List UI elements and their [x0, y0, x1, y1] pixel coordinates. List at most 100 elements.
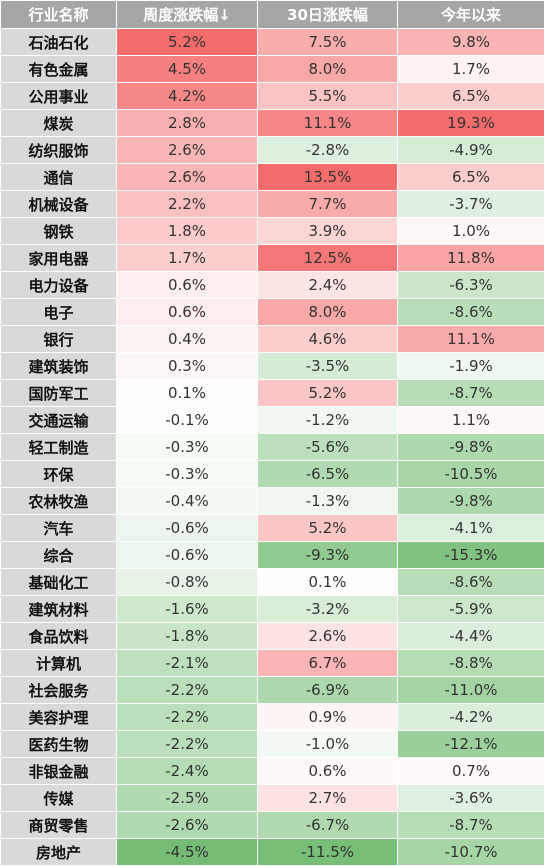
table-row: 房地产-4.5%-11.5%-10.7% — [1, 839, 544, 866]
weekly-change-cell: 4.5% — [117, 56, 258, 83]
weekly-change-cell: 2.6% — [117, 137, 258, 164]
weekly-change-cell: -2.1% — [117, 650, 258, 677]
30day-change-cell: 0.9% — [258, 704, 398, 731]
header-row: 行业名称 周度涨跌幅↓ 30日涨跌幅 今年以来 — [1, 1, 544, 29]
table-row: 医药生物-2.2%-1.0%-12.1% — [1, 731, 544, 758]
30day-change-cell: -9.3% — [258, 542, 398, 569]
30day-change-cell: 2.6% — [258, 623, 398, 650]
weekly-change-cell: 0.1% — [117, 380, 258, 407]
30day-change-cell: 2.7% — [258, 785, 398, 812]
industry-name-cell: 电力设备 — [1, 272, 117, 299]
weekly-change-cell: -2.4% — [117, 758, 258, 785]
ytd-change-cell: -8.6% — [398, 569, 544, 596]
weekly-change-cell: -0.3% — [117, 461, 258, 488]
30day-change-cell: -3.2% — [258, 596, 398, 623]
table-row: 汽车-0.6%5.2%-4.1% — [1, 515, 544, 542]
ytd-change-cell: 1.7% — [398, 56, 544, 83]
table-row: 环保-0.3%-6.5%-10.5% — [1, 461, 544, 488]
weekly-change-cell: -2.6% — [117, 812, 258, 839]
industry-name-cell: 钢铁 — [1, 218, 117, 245]
weekly-change-cell: -2.5% — [117, 785, 258, 812]
weekly-change-cell: -0.6% — [117, 515, 258, 542]
industry-name-cell: 计算机 — [1, 650, 117, 677]
30day-change-cell: 13.5% — [258, 164, 398, 191]
table-row: 商贸零售-2.6%-6.7%-8.7% — [1, 812, 544, 839]
30day-change-cell: -11.5% — [258, 839, 398, 866]
30day-change-cell: -6.5% — [258, 461, 398, 488]
ytd-change-cell: -9.8% — [398, 488, 544, 515]
30day-change-cell: 0.6% — [258, 758, 398, 785]
industry-name-cell: 美容护理 — [1, 704, 117, 731]
ytd-change-cell: -8.7% — [398, 380, 544, 407]
table-row: 轻工制造-0.3%-5.6%-9.8% — [1, 434, 544, 461]
table-row: 建筑材料-1.6%-3.2%-5.9% — [1, 596, 544, 623]
table-row: 非银金融-2.4%0.6%0.7% — [1, 758, 544, 785]
30day-change-cell: -1.2% — [258, 407, 398, 434]
30day-change-cell: -6.9% — [258, 677, 398, 704]
table-row: 基础化工-0.8%0.1%-8.6% — [1, 569, 544, 596]
industry-name-cell: 电子 — [1, 299, 117, 326]
ytd-change-cell: -12.1% — [398, 731, 544, 758]
weekly-change-cell: -0.1% — [117, 407, 258, 434]
30day-change-cell: -3.5% — [258, 353, 398, 380]
industry-name-cell: 家用电器 — [1, 245, 117, 272]
30day-change-cell: 6.7% — [258, 650, 398, 677]
industry-name-cell: 社会服务 — [1, 677, 117, 704]
ytd-change-cell: -3.7% — [398, 191, 544, 218]
30day-change-cell: 3.9% — [258, 218, 398, 245]
ytd-change-cell: -5.9% — [398, 596, 544, 623]
industry-name-cell: 建筑材料 — [1, 596, 117, 623]
30day-change-cell: 8.0% — [258, 299, 398, 326]
ytd-change-cell: 19.3% — [398, 110, 544, 137]
30day-change-cell: 2.4% — [258, 272, 398, 299]
30day-change-cell: 7.7% — [258, 191, 398, 218]
industry-name-cell: 通信 — [1, 164, 117, 191]
table-row: 社会服务-2.2%-6.9%-11.0% — [1, 677, 544, 704]
30day-change-cell: 5.2% — [258, 515, 398, 542]
industry-name-cell: 银行 — [1, 326, 117, 353]
weekly-change-cell: 2.8% — [117, 110, 258, 137]
header-industry-name: 行业名称 — [1, 1, 117, 29]
30day-change-cell: 5.5% — [258, 83, 398, 110]
industry-name-cell: 商贸零售 — [1, 812, 117, 839]
30day-change-cell: 7.5% — [258, 29, 398, 56]
30day-change-cell: -5.6% — [258, 434, 398, 461]
ytd-change-cell: -8.6% — [398, 299, 544, 326]
industry-name-cell: 基础化工 — [1, 569, 117, 596]
ytd-change-cell: -4.1% — [398, 515, 544, 542]
30day-change-cell: 0.1% — [258, 569, 398, 596]
industry-name-cell: 公用事业 — [1, 83, 117, 110]
ytd-change-cell: -11.0% — [398, 677, 544, 704]
weekly-change-cell: -2.2% — [117, 731, 258, 758]
ytd-change-cell: 9.8% — [398, 29, 544, 56]
industry-name-cell: 机械设备 — [1, 191, 117, 218]
ytd-change-cell: -6.3% — [398, 272, 544, 299]
industry-name-cell: 医药生物 — [1, 731, 117, 758]
ytd-change-cell: -10.7% — [398, 839, 544, 866]
30day-change-cell: -1.3% — [258, 488, 398, 515]
weekly-change-cell: 0.3% — [117, 353, 258, 380]
30day-change-cell: 4.6% — [258, 326, 398, 353]
table-row: 综合-0.6%-9.3%-15.3% — [1, 542, 544, 569]
30day-change-cell: 11.1% — [258, 110, 398, 137]
ytd-change-cell: 6.5% — [398, 164, 544, 191]
30day-change-cell: -6.7% — [258, 812, 398, 839]
ytd-change-cell: -3.6% — [398, 785, 544, 812]
table-row: 食品饮料-1.8%2.6%-4.4% — [1, 623, 544, 650]
weekly-change-cell: 0.4% — [117, 326, 258, 353]
ytd-change-cell: 11.8% — [398, 245, 544, 272]
weekly-change-cell: -0.6% — [117, 542, 258, 569]
ytd-change-cell: -8.7% — [398, 812, 544, 839]
weekly-change-cell: 5.2% — [117, 29, 258, 56]
industry-name-cell: 有色金属 — [1, 56, 117, 83]
industry-name-cell: 纺织服饰 — [1, 137, 117, 164]
